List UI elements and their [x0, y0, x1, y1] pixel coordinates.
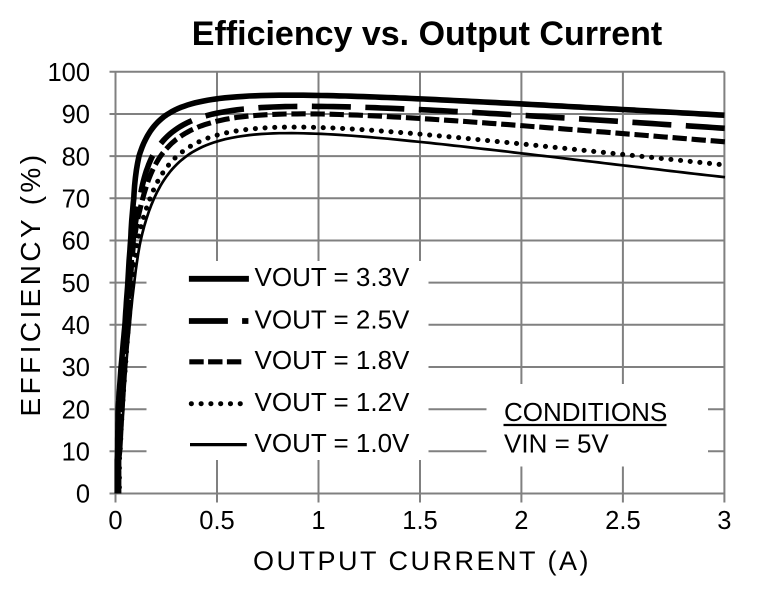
- svg-text:OUTPUT CURRENT (A): OUTPUT CURRENT (A): [253, 546, 591, 576]
- svg-text:VOUT = 3.3V: VOUT = 3.3V: [255, 262, 411, 292]
- svg-text:90: 90: [62, 101, 90, 129]
- svg-text:VIN = 5V: VIN = 5V: [504, 428, 609, 458]
- svg-text:0: 0: [108, 507, 122, 535]
- svg-text:80: 80: [62, 143, 90, 171]
- svg-text:1: 1: [311, 507, 325, 535]
- svg-text:20: 20: [62, 396, 90, 424]
- svg-text:50: 50: [62, 270, 90, 298]
- svg-text:70: 70: [62, 186, 90, 214]
- svg-text:VOUT = 2.5V: VOUT = 2.5V: [255, 304, 411, 334]
- svg-text:CONDITIONS: CONDITIONS: [504, 397, 667, 427]
- svg-text:40: 40: [62, 312, 90, 340]
- svg-text:VOUT = 1.2V: VOUT = 1.2V: [255, 387, 411, 417]
- svg-text:0: 0: [76, 481, 90, 509]
- svg-text:2.5: 2.5: [605, 507, 640, 535]
- svg-text:0.5: 0.5: [199, 507, 234, 535]
- svg-text:100: 100: [47, 59, 90, 87]
- svg-text:10: 10: [62, 439, 90, 467]
- svg-text:EFFICIENCY (%): EFFICIENCY (%): [15, 152, 46, 417]
- svg-text:Efficiency vs. Output Current: Efficiency vs. Output Current: [192, 15, 662, 53]
- svg-text:1.5: 1.5: [402, 507, 437, 535]
- svg-text:30: 30: [62, 354, 90, 382]
- svg-text:3: 3: [717, 507, 731, 535]
- svg-text:VOUT = 1.0V: VOUT = 1.0V: [255, 428, 411, 458]
- svg-text:VOUT = 1.8V: VOUT = 1.8V: [255, 345, 411, 375]
- svg-text:60: 60: [62, 228, 90, 256]
- svg-text:2: 2: [514, 507, 528, 535]
